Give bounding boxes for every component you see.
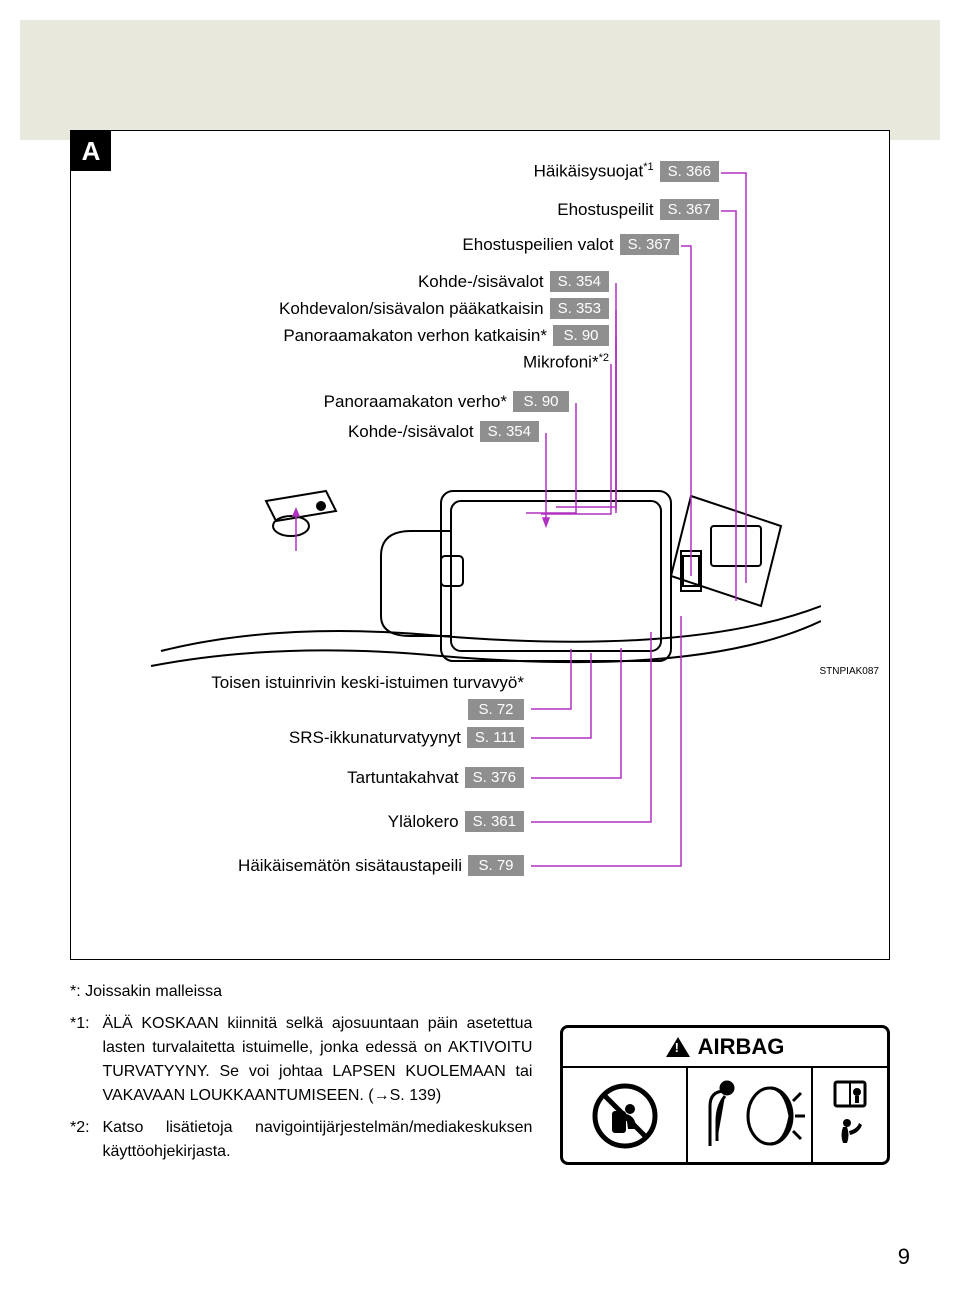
callout-text: Kohde-/sisävalot bbox=[418, 272, 544, 292]
airbag-warning-box: AIRBAG bbox=[560, 1025, 890, 1165]
footnote-2-label: *2: bbox=[70, 1116, 98, 1140]
airbag-read-manual-icon bbox=[813, 1068, 887, 1164]
callout-label: Häikäisemätön sisätaustapeili S. 79 bbox=[238, 855, 524, 876]
callout-text: Toisen istuinrivin keski-istuimen turvav… bbox=[211, 673, 524, 693]
page-reference: S. 376 bbox=[465, 767, 524, 788]
airbag-title-text: AIRBAG bbox=[698, 1034, 785, 1060]
page-reference: S. 111 bbox=[467, 727, 524, 748]
page-reference: S. 367 bbox=[620, 234, 679, 255]
callout-text: Ehostuspeilien valot bbox=[462, 235, 613, 255]
page-reference: S. 361 bbox=[465, 811, 524, 832]
callout-label: SRS-ikkunaturvatyynyt S. 111 bbox=[289, 727, 524, 748]
page-number: 9 bbox=[898, 1244, 910, 1270]
page-reference: S. 90 bbox=[553, 325, 609, 346]
callout-label: Panoraamakaton verho* S. 90 bbox=[324, 391, 569, 412]
footnote-asterisk: *: Joissakin malleissa bbox=[70, 980, 550, 1004]
airbag-title-row: AIRBAG bbox=[563, 1028, 887, 1068]
car-interior-illustration bbox=[121, 481, 821, 681]
illustration-ref-code: STNPIAK087 bbox=[820, 666, 879, 677]
airbag-icon-row bbox=[563, 1068, 887, 1164]
callout-label: Ehostuspeilit S. 367 bbox=[557, 199, 719, 220]
callout-label: Toisen istuinrivin keski-istuimen turvav… bbox=[211, 673, 524, 720]
callout-label: Kohde-/sisävalot S. 354 bbox=[348, 421, 539, 442]
diagram-frame: A Häikäisysuojat*1 S. 366 Ehostuspeilit S. … bbox=[70, 130, 890, 960]
page-reference: S. 354 bbox=[480, 421, 539, 442]
footnote-1: *1: ÄLÄ KOSKAAN kiinnitä selkä ajosuunta… bbox=[70, 1012, 550, 1108]
page-reference: S. 366 bbox=[660, 161, 719, 182]
callout-text: Kohdevalon/sisävalon pääkatkaisin bbox=[279, 299, 544, 319]
callout-label: Kohdevalon/sisävalon pääkatkaisin S. 353 bbox=[279, 298, 609, 319]
callout-label: Tartuntakahvat S. 376 bbox=[347, 767, 524, 788]
page-reference: S. 367 bbox=[660, 199, 719, 220]
footnotes: *: Joissakin malleissa *1: ÄLÄ KOSKAAN k… bbox=[70, 980, 550, 1172]
section-badge-a: A bbox=[71, 131, 111, 171]
callout-label: Ylälokero S. 361 bbox=[388, 811, 524, 832]
footnote-1-text: ÄLÄ KOSKAAN kiinnitä selkä ajosuuntaan p… bbox=[102, 1012, 532, 1108]
airbag-deploy-icon bbox=[688, 1068, 813, 1164]
callout-text: Häikäisysuojat*1 bbox=[534, 161, 654, 182]
callout-label: Kohde-/sisävalot S. 354 bbox=[418, 271, 609, 292]
footnote-2-text: Katso lisätietoja navigointijärjestelmän… bbox=[102, 1116, 532, 1164]
callout-text: Tartuntakahvat bbox=[347, 768, 459, 788]
callout-text: Häikäisemätön sisätaustapeili bbox=[238, 856, 462, 876]
page-header-bar bbox=[20, 20, 940, 140]
warning-triangle-icon bbox=[666, 1037, 690, 1057]
callout-text: Mikrofoni**2 bbox=[523, 352, 609, 373]
callout-text: Panoraamakaton verhon katkaisin* bbox=[283, 326, 547, 346]
callout-text: Panoraamakaton verho* bbox=[324, 392, 507, 412]
callout-label: Häikäisysuojat*1 S. 366 bbox=[534, 161, 719, 182]
page-reference: S. 79 bbox=[468, 855, 524, 876]
callout-text: Kohde-/sisävalot bbox=[348, 422, 474, 442]
airbag-no-child-seat-icon bbox=[563, 1068, 688, 1164]
callout-text: Ehostuspeilit bbox=[557, 200, 653, 220]
page-reference: S. 72 bbox=[468, 699, 524, 720]
footnote-2: *2: Katso lisätietoja navigointijärjeste… bbox=[70, 1116, 550, 1164]
callout-label: Panoraamakaton verhon katkaisin* S. 90 bbox=[283, 325, 609, 346]
page-reference: S. 354 bbox=[550, 271, 609, 292]
callout-text: SRS-ikkunaturvatyynyt bbox=[289, 728, 461, 748]
page-reference: S. 353 bbox=[550, 298, 609, 319]
manual-page: A Häikäisysuojat*1 S. 366 Ehostuspeilit S. … bbox=[20, 20, 940, 1280]
page-reference: S. 90 bbox=[513, 391, 569, 412]
callout-text: Ylälokero bbox=[388, 812, 459, 832]
callout-label: Ehostuspeilien valot S. 367 bbox=[462, 234, 679, 255]
callout-label: Mikrofoni**2 bbox=[523, 352, 609, 373]
footnote-1-label: *1: bbox=[70, 1012, 98, 1036]
